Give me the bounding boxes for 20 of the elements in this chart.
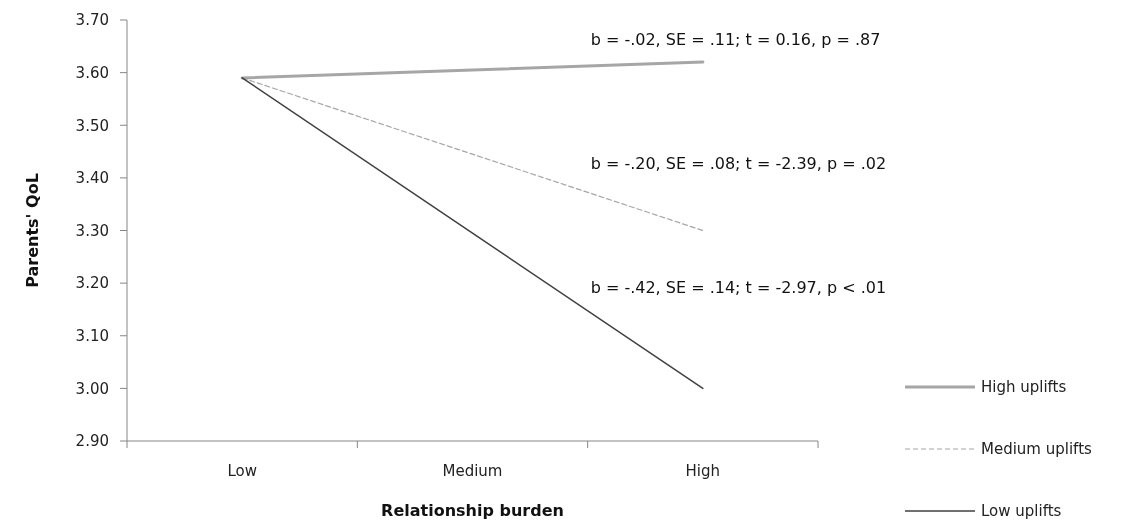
annotation: b = -.42, SE = .14; t = -2.97, p < .01	[590, 277, 887, 297]
y-tick-label: 3.30	[75, 221, 109, 240]
x-tick-label: Medium	[442, 462, 503, 480]
y-tick-label: 3.10	[75, 327, 109, 345]
y-tick-label: 3.40	[75, 169, 109, 188]
legend-label: High uplifts	[981, 378, 1067, 397]
x-tick-label: Low	[227, 462, 257, 480]
x-axis-title: Relationship burden	[381, 501, 564, 520]
y-tick-label: 2.90	[75, 432, 109, 451]
y-tick-label: 3.70	[75, 11, 109, 30]
x-tick-label: High	[685, 462, 721, 480]
y-tick-label: 3.00	[75, 379, 109, 398]
legend-label: Medium uplifts	[981, 440, 1093, 459]
annotation: b = -.20, SE = .08; t = -2.39, p = .02	[590, 153, 887, 173]
y-tick-label: 3.20	[75, 274, 109, 293]
annotation: b = -.02, SE = .11; t = 0.16, p = .87	[590, 29, 881, 49]
y-tick-label: 3.60	[75, 63, 109, 82]
y-axis-title: Parents' QoL	[23, 173, 42, 288]
y-tick-label: 3.50	[75, 116, 109, 135]
legend-label: Low uplifts	[981, 502, 1062, 521]
